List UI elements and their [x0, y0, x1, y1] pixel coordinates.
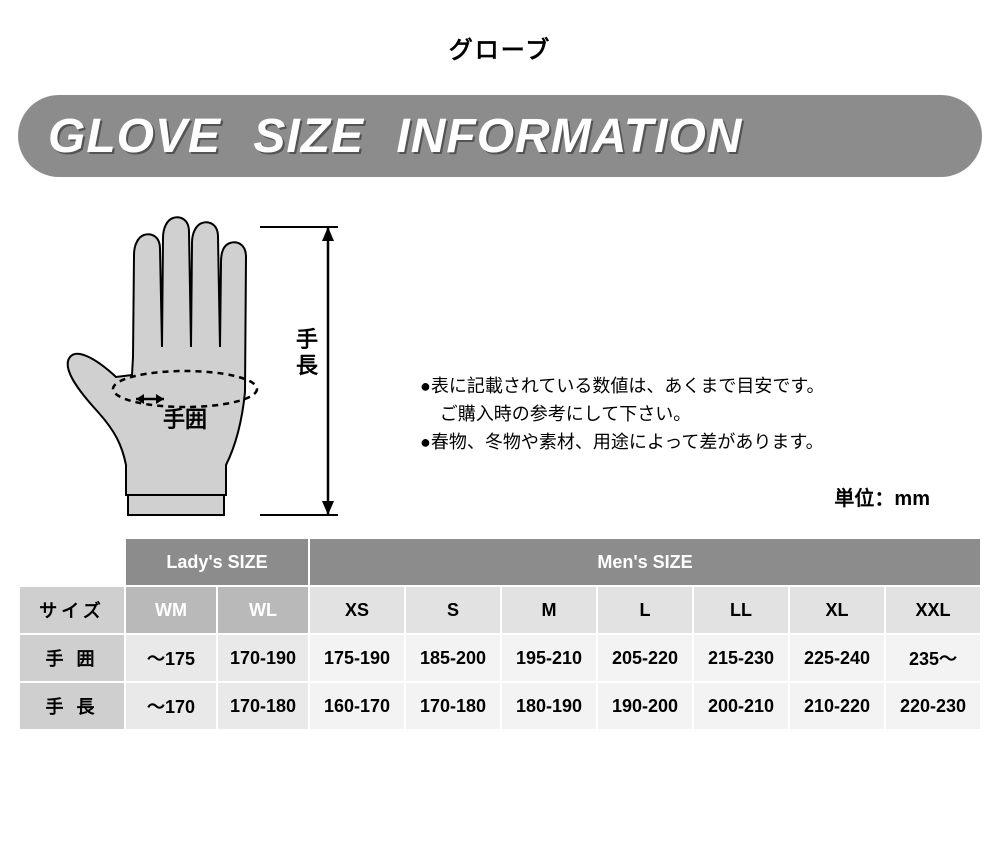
page-title: グローブ	[0, 0, 1000, 65]
banner: GLOVE SIZE INFORMATION	[18, 95, 982, 177]
val-cell: 170-180	[217, 682, 309, 730]
val-cell: 205-220	[597, 634, 693, 682]
val-cell: 195-210	[501, 634, 597, 682]
size-table: Lady's SIZE Men's SIZE サイズ WM WL XS S M …	[18, 537, 982, 731]
mens-header: Men's SIZE	[309, 538, 981, 586]
val-cell: 220-230	[885, 682, 981, 730]
dim-arrow-bot	[322, 501, 334, 515]
size-cell: XL	[789, 586, 885, 634]
notes: ●表に記載されている数値は、あくまで目安です。 ご購入時の参考にして下さい。 ●…	[420, 373, 825, 457]
size-cell: S	[405, 586, 501, 634]
unit-label: 単位：mm	[834, 482, 930, 511]
size-cell: XS	[309, 586, 405, 634]
val-cell: 170-190	[217, 634, 309, 682]
row-header-circ: 手 囲	[19, 634, 125, 682]
hand-icon	[68, 217, 246, 495]
banner-text: GLOVE SIZE INFORMATION	[48, 109, 742, 164]
val-cell: ～170	[125, 682, 217, 730]
note-1b: ご購入時の参考にして下さい。	[420, 401, 825, 429]
blank-cell	[19, 538, 125, 586]
size-cell: XXL	[885, 586, 981, 634]
label-circumference: 手囲	[163, 407, 207, 432]
dim-arrow-top	[322, 227, 334, 241]
row-header-len: 手 長	[19, 682, 125, 730]
diagram-and-notes: 手囲 手 長 ●表に記載されている数値は、あくまで目安です。 ご購入時の参考にし…	[40, 197, 970, 527]
val-cell: 210-220	[789, 682, 885, 730]
size-cell: LL	[693, 586, 789, 634]
table-row: Lady's SIZE Men's SIZE	[19, 538, 981, 586]
note-2: ●春物、冬物や素材、用途によって差があります。	[420, 429, 825, 457]
label-length-2: 長	[296, 353, 319, 378]
row-header-size: サイズ	[19, 586, 125, 634]
size-cell: WL	[217, 586, 309, 634]
val-cell: 235～	[885, 634, 981, 682]
val-cell: 180-190	[501, 682, 597, 730]
table-row: 手 長 ～170 170-180 160-170 170-180 180-190…	[19, 682, 981, 730]
size-cell: M	[501, 586, 597, 634]
table-row: 手 囲 ～175 170-190 175-190 185-200 195-210…	[19, 634, 981, 682]
val-cell: ～175	[125, 634, 217, 682]
ladies-header: Lady's SIZE	[125, 538, 309, 586]
val-cell: 190-200	[597, 682, 693, 730]
cuff	[128, 495, 224, 515]
val-cell: 200-210	[693, 682, 789, 730]
note-1: ●表に記載されている数値は、あくまで目安です。	[420, 373, 825, 401]
table-row: サイズ WM WL XS S M L LL XL XXL	[19, 586, 981, 634]
val-cell: 160-170	[309, 682, 405, 730]
size-cell: L	[597, 586, 693, 634]
label-length-1: 手	[296, 327, 318, 352]
val-cell: 175-190	[309, 634, 405, 682]
val-cell: 170-180	[405, 682, 501, 730]
size-cell: WM	[125, 586, 217, 634]
val-cell: 185-200	[405, 634, 501, 682]
val-cell: 225-240	[789, 634, 885, 682]
hand-diagram: 手囲 手 長	[40, 197, 380, 527]
val-cell: 215-230	[693, 634, 789, 682]
